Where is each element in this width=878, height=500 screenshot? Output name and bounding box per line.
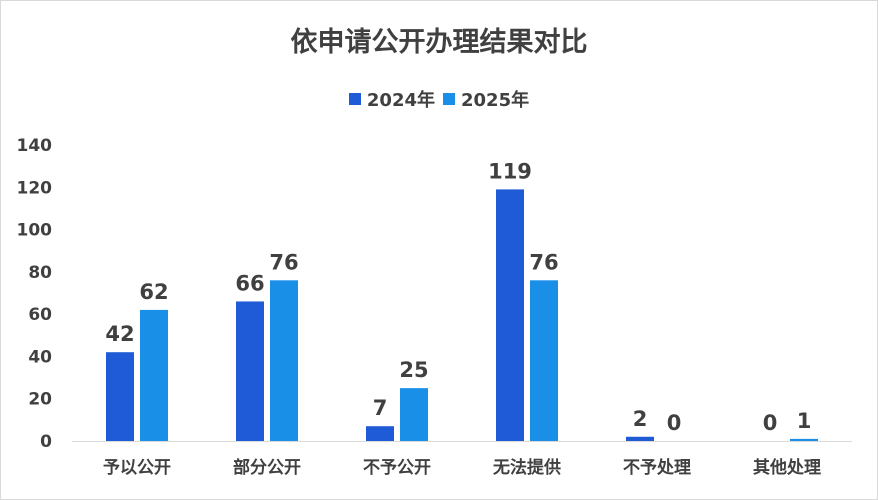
data-label: 76	[529, 250, 558, 274]
x-category-label: 部分公开	[233, 457, 301, 478]
bar-2025年-3	[400, 388, 428, 441]
data-label: 1	[797, 409, 812, 433]
data-label: 42	[105, 322, 134, 346]
y-tick-label: 140	[17, 136, 53, 156]
legend-swatch-2024	[348, 93, 361, 105]
y-tick-label: 100	[17, 221, 53, 241]
bar-2024年-3	[366, 426, 394, 441]
data-label: 0	[667, 411, 682, 435]
x-category-label: 不予公开	[363, 458, 431, 478]
data-label: 62	[139, 280, 168, 304]
bar-2025年-2	[270, 280, 298, 441]
legend-item-2025: 2025年	[443, 86, 529, 112]
y-tick-label: 40	[28, 347, 52, 367]
y-tick-label: 120	[17, 178, 53, 198]
x-category-label: 无法提供	[492, 457, 561, 478]
data-label: 2	[633, 407, 648, 431]
bar-2024年-4	[496, 189, 524, 441]
y-tick-label: 60	[28, 305, 52, 325]
data-label: 119	[488, 159, 532, 183]
legend-label-2025: 2025年	[461, 90, 530, 111]
legend-swatch-2025	[443, 93, 455, 105]
bar-2024年-2	[236, 301, 264, 441]
y-tick-label: 80	[28, 263, 52, 283]
bar-2025年-1	[140, 309, 168, 441]
data-label: 76	[269, 250, 298, 274]
chart-legend: 2024年 2025年	[0, 86, 878, 112]
data-label: 66	[235, 271, 264, 295]
data-label: 0	[763, 411, 778, 435]
bar-2024年-1	[106, 352, 134, 441]
x-category-label: 予以公开	[103, 458, 171, 478]
bar-2025年-4	[530, 280, 558, 441]
data-label: 7	[373, 396, 388, 420]
bar-2025年-6	[790, 438, 818, 441]
legend-label-2024: 2024年	[366, 90, 435, 111]
bar-2024年-5	[626, 436, 654, 441]
chart-title: 依申请公开办理结果对比	[290, 27, 588, 58]
legend-item-2024: 2024年	[348, 86, 435, 112]
x-category-label: 不予处理	[623, 457, 691, 478]
x-category-label: 其他处理	[753, 457, 821, 478]
y-tick-label: 20	[28, 390, 52, 410]
data-label: 25	[399, 358, 428, 382]
y-tick-label: 0	[40, 432, 52, 452]
